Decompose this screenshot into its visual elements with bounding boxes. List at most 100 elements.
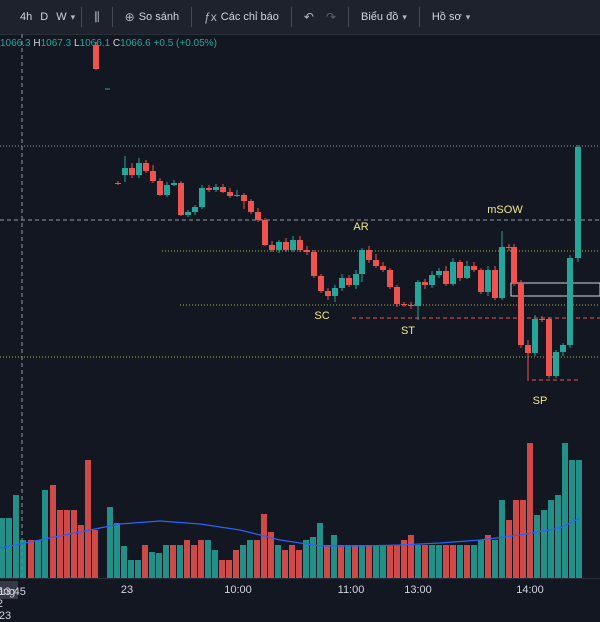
volume-bar — [373, 545, 379, 578]
candle-body — [213, 187, 219, 190]
candle-body — [532, 319, 538, 353]
candle-body — [518, 283, 524, 345]
volume-bar — [345, 545, 351, 578]
volume-bar — [156, 553, 162, 578]
candle-body — [366, 250, 372, 260]
volume-bar — [184, 540, 190, 578]
candle-type-button[interactable]: ⫼ — [88, 10, 106, 25]
volume-bar — [478, 540, 484, 578]
volume-bar — [92, 530, 98, 578]
volume-bar — [359, 545, 365, 578]
volume-bar — [254, 540, 260, 578]
candle-body — [311, 252, 317, 276]
volume-bar — [6, 518, 12, 578]
volume-bar — [261, 514, 267, 578]
divider — [111, 7, 113, 27]
volume-bar — [128, 560, 134, 578]
candle-body — [304, 250, 310, 252]
ohlc-close: 1066.6 — [120, 38, 151, 49]
volume-bar — [317, 523, 323, 578]
volume-bar — [380, 545, 386, 578]
candle-body — [185, 212, 191, 215]
candle-body — [136, 163, 142, 175]
candle-body — [443, 271, 449, 284]
candle-body — [199, 188, 205, 207]
chevron-down-icon[interactable]: ▾ — [70, 11, 76, 22]
divider — [348, 7, 349, 27]
volume-bar — [569, 460, 575, 578]
volume-bar — [268, 532, 274, 578]
indicators-button[interactable]: ƒx Các chỉ báo — [198, 10, 285, 24]
volume-bar — [233, 550, 239, 578]
candle-body — [192, 207, 198, 212]
volume-bar — [450, 545, 456, 578]
volume-bar — [499, 500, 505, 578]
redo-button[interactable]: ↷ — [320, 10, 342, 24]
volume-bar — [408, 535, 414, 578]
candle-body — [290, 240, 296, 250]
time-axis: áng 2 '23 13:45 23 10:00 11:00 13:00 14:… — [0, 578, 600, 622]
annotation-st: ST — [400, 325, 416, 337]
annotation-sc: SC — [314, 310, 330, 322]
candle-body — [546, 319, 552, 376]
volume-bar — [527, 443, 533, 578]
volume-bar — [443, 545, 449, 578]
volume-bar — [429, 545, 435, 578]
volume-bar — [198, 540, 204, 578]
candle-body — [297, 240, 303, 250]
volume-bar — [64, 510, 70, 578]
candle-body — [164, 185, 170, 195]
candle-body — [269, 245, 275, 250]
toolbar: 4h D W ▾ ⫼ ⊕ So sánh ƒx Các chỉ báo ↶ ↷ … — [0, 0, 600, 35]
candle-body — [93, 45, 99, 69]
ohlc-low-key: L — [73, 38, 80, 49]
divider — [290, 7, 292, 27]
divider — [191, 7, 193, 27]
volume-bar — [135, 560, 141, 578]
candle-body — [206, 188, 212, 190]
volume-bar — [513, 500, 519, 578]
volume-bar — [415, 545, 421, 578]
volume-bar — [457, 545, 463, 578]
timeframe-w[interactable]: W — [56, 11, 67, 23]
volume-bar — [282, 550, 288, 578]
divider — [418, 7, 420, 27]
compare-button[interactable]: ⊕ So sánh — [119, 10, 185, 24]
chevron-down-icon: ▾ — [402, 11, 407, 22]
candle-body — [567, 258, 573, 345]
timeframe-d[interactable]: D — [40, 11, 49, 23]
annotation-msow: mSOW — [487, 204, 523, 216]
volume-bar — [436, 545, 442, 578]
timeframe-4h[interactable]: 4h — [20, 11, 33, 23]
volume-bar — [142, 545, 148, 578]
volume-bar — [506, 520, 512, 578]
volume-bar — [394, 545, 400, 578]
volume-bar — [422, 545, 428, 578]
indicators-label: Các chỉ báo — [220, 11, 279, 23]
volume-bar — [212, 550, 218, 578]
candle-body — [436, 271, 442, 275]
volume-bar — [226, 560, 232, 578]
volume-bar — [20, 540, 26, 578]
time-axis-label: 13:00 — [404, 584, 432, 596]
volume-bar — [541, 510, 547, 578]
candle-body — [380, 266, 386, 270]
chart-menu-button[interactable]: Biểu đồ ▾ — [355, 11, 413, 23]
volume-bar — [13, 495, 19, 578]
candle-body — [255, 212, 261, 220]
volume-bar — [562, 443, 568, 578]
ohlc-open: 1066.3 — [0, 38, 31, 49]
undo-icon: ↶ — [303, 10, 314, 24]
volume-bar — [163, 545, 169, 578]
volume-bar — [149, 552, 155, 578]
volume-bar — [85, 460, 91, 578]
volume-bar — [492, 540, 498, 578]
volume-bar — [548, 500, 554, 578]
profile-menu-button[interactable]: Hồ sơ ▾ — [426, 11, 476, 23]
candle-body — [478, 270, 484, 292]
candle-body — [353, 274, 359, 285]
chart-menu-label: Biểu đồ — [361, 11, 399, 23]
time-axis-label: 11:00 — [337, 584, 365, 596]
undo-button[interactable]: ↶ — [298, 10, 320, 24]
price-chart[interactable] — [0, 34, 600, 578]
